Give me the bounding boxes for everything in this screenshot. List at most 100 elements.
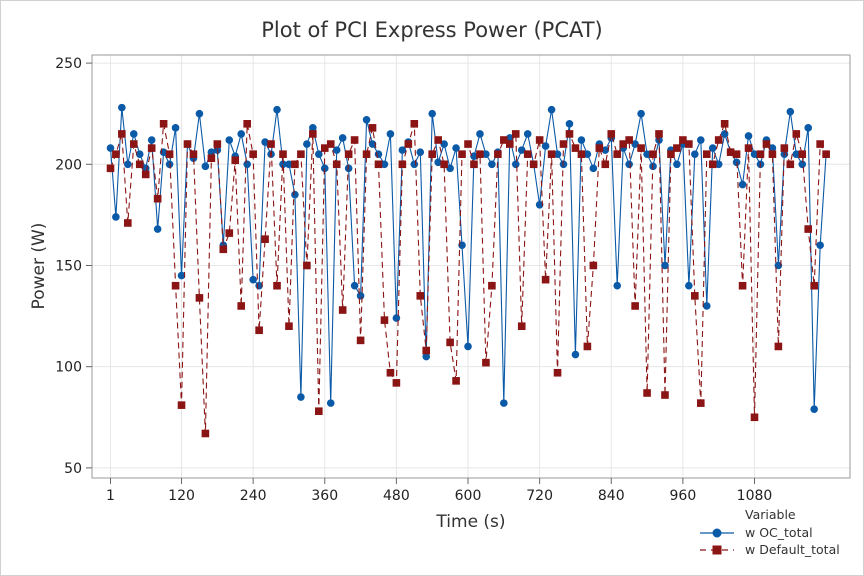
data-point	[147, 136, 156, 144]
data-point	[255, 326, 263, 335]
data-point	[649, 150, 657, 158]
data-point	[112, 213, 120, 221]
data-point	[297, 150, 305, 158]
data-point	[517, 322, 526, 331]
data-point	[428, 109, 437, 118]
data-point	[201, 429, 210, 438]
data-point	[225, 136, 234, 144]
axis-ticks: 1 120 240 360 480 600 720 840 960 1080 50 100 150 200…	[55, 56, 772, 504]
data-point	[106, 164, 115, 173]
y-tick-label: 250	[55, 56, 82, 72]
data-point	[505, 140, 514, 148]
data-point	[595, 144, 604, 152]
data-point	[613, 150, 622, 158]
data-point	[589, 164, 598, 173]
data-point	[804, 124, 813, 132]
y-tick-label: 200	[55, 157, 82, 173]
data-point	[350, 136, 359, 144]
data-point	[470, 160, 478, 169]
data-point	[804, 225, 813, 233]
data-point	[679, 136, 687, 144]
data-point	[392, 379, 401, 387]
data-point	[786, 160, 795, 169]
data-point	[177, 271, 186, 280]
x-tick-label: 360	[311, 488, 338, 504]
data-point	[428, 150, 437, 158]
data-point	[625, 160, 633, 169]
data-point	[153, 194, 162, 203]
data-point	[559, 140, 568, 148]
x-tick-label: 840	[598, 488, 625, 504]
data-point	[750, 150, 759, 158]
data-point	[631, 302, 639, 310]
legend-label-oc: w OC_total	[745, 525, 813, 540]
data-point	[422, 352, 431, 361]
data-point	[541, 275, 550, 284]
data-point	[267, 140, 275, 148]
data-point	[410, 120, 419, 128]
x-tick-label: 240	[240, 488, 267, 504]
data-point	[416, 292, 425, 300]
data-point	[171, 124, 180, 132]
data-point	[135, 160, 144, 169]
data-point	[279, 160, 287, 169]
data-point	[780, 144, 789, 152]
data-point	[297, 393, 305, 401]
data-point	[303, 261, 311, 270]
data-point	[374, 160, 383, 169]
data-point	[124, 160, 132, 169]
data-point	[213, 140, 222, 148]
legend: Variable w OC_total w Default_total	[700, 507, 840, 557]
data-point	[607, 130, 616, 138]
data-point	[738, 180, 747, 189]
data-point	[774, 342, 783, 351]
data-point	[249, 275, 257, 284]
data-point	[338, 134, 347, 142]
data-point	[141, 170, 150, 179]
data-point	[685, 140, 693, 148]
data-point	[303, 140, 311, 148]
data-point	[177, 401, 186, 409]
data-point	[243, 160, 251, 169]
data-point	[285, 322, 293, 331]
data-point	[464, 140, 472, 148]
data-point	[398, 146, 407, 154]
data-point	[332, 160, 341, 169]
x-tick-label: 960	[670, 488, 697, 504]
data-point	[482, 358, 490, 367]
data-point	[488, 160, 496, 169]
data-point	[410, 160, 419, 169]
data-point	[326, 399, 335, 407]
legend-marker-oc	[712, 528, 722, 538]
data-point	[750, 413, 759, 422]
data-point	[356, 292, 365, 300]
data-point	[147, 144, 156, 152]
data-point	[822, 150, 830, 158]
data-point	[338, 306, 347, 314]
legend-title: Variable	[745, 507, 796, 522]
data-point	[565, 130, 574, 138]
data-point	[315, 150, 323, 158]
data-point	[511, 130, 520, 138]
data-point	[195, 294, 204, 302]
data-point	[135, 150, 144, 158]
data-point	[482, 150, 490, 158]
data-point	[452, 377, 460, 385]
y-tick-label: 100	[55, 360, 82, 376]
data-point	[696, 136, 705, 144]
data-point	[673, 160, 681, 169]
data-point	[189, 150, 198, 158]
data-point	[625, 136, 633, 144]
data-point	[315, 407, 323, 416]
data-point	[702, 302, 711, 310]
data-point	[583, 150, 592, 158]
data-point	[124, 219, 132, 227]
data-point	[446, 338, 454, 347]
data-point	[696, 399, 705, 407]
data-point	[667, 150, 675, 158]
data-point	[553, 368, 562, 377]
series-group	[106, 103, 830, 438]
data-point	[714, 136, 723, 144]
data-point	[201, 162, 210, 171]
